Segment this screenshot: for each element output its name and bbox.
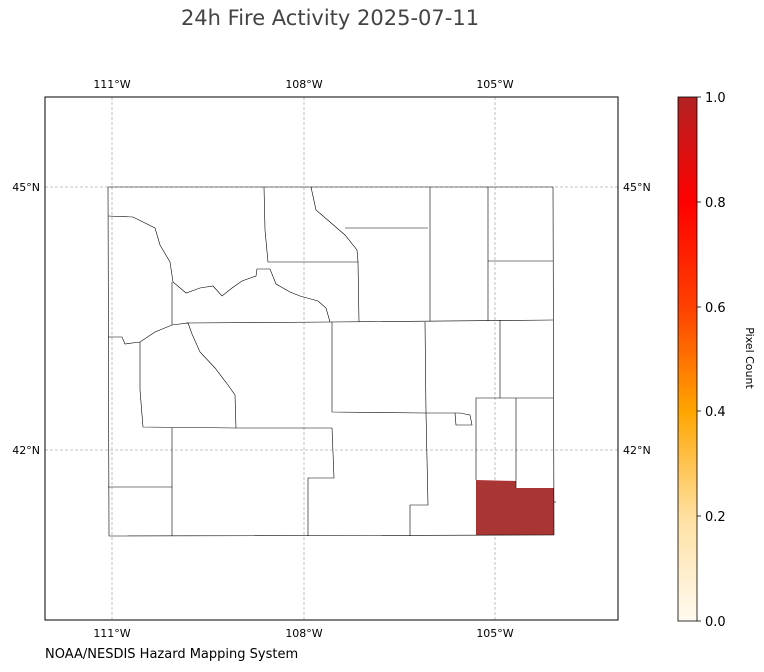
colorbar: [677, 96, 698, 622]
county-line: [409, 412, 429, 536]
gridlines: [45, 97, 618, 620]
lon-label-top-105w: 105°W: [476, 78, 513, 91]
lon-label-bottom-105w: 105°W: [476, 627, 513, 640]
fire-cell-laramie: [476, 480, 554, 535]
lon-label-top-111w: 111°W: [93, 78, 130, 91]
county-line: [263, 186, 360, 323]
lon-label-top-108w: 108°W: [285, 78, 322, 91]
colorbar-tick-label: 0.2: [705, 510, 726, 525]
colorbar-tick-label: 0.0: [705, 615, 726, 630]
colorbar-ticks: [697, 96, 701, 622]
map-frame: [44, 96, 619, 621]
county-line: [310, 186, 359, 263]
colorbar-tick-label: 0.8: [705, 196, 726, 211]
county-line: [424, 321, 427, 414]
county-line: [307, 427, 335, 536]
colorbar-label: Pixel Count: [743, 327, 756, 389]
state-outline: [107, 186, 555, 537]
colorbar-tick-label: 1.0: [705, 91, 726, 106]
county-line: [331, 322, 473, 426]
lat-label-right-42n: 42°N: [623, 444, 651, 457]
lat-label-left-42n: 42°N: [12, 444, 40, 457]
county-line: [139, 342, 332, 429]
map-title: 24h Fire Activity 2025-07-11: [180, 6, 480, 30]
colorbar-tick-label: 0.6: [705, 301, 726, 316]
county-boundaries: [107, 186, 556, 537]
source-credit: NOAA/NESDIS Hazard Mapping System: [45, 647, 299, 662]
colorbar-tick-label: 0.4: [705, 405, 726, 420]
county-line: [108, 322, 237, 429]
lon-label-bottom-111w: 111°W: [93, 627, 130, 640]
county-line: [185, 319, 554, 324]
lat-label-right-45n: 45°N: [623, 181, 651, 194]
county-line: [475, 320, 501, 480]
county-line: [107, 215, 331, 323]
lat-label-left-45n: 45°N: [12, 181, 40, 194]
lon-label-bottom-108w: 108°W: [285, 627, 322, 640]
